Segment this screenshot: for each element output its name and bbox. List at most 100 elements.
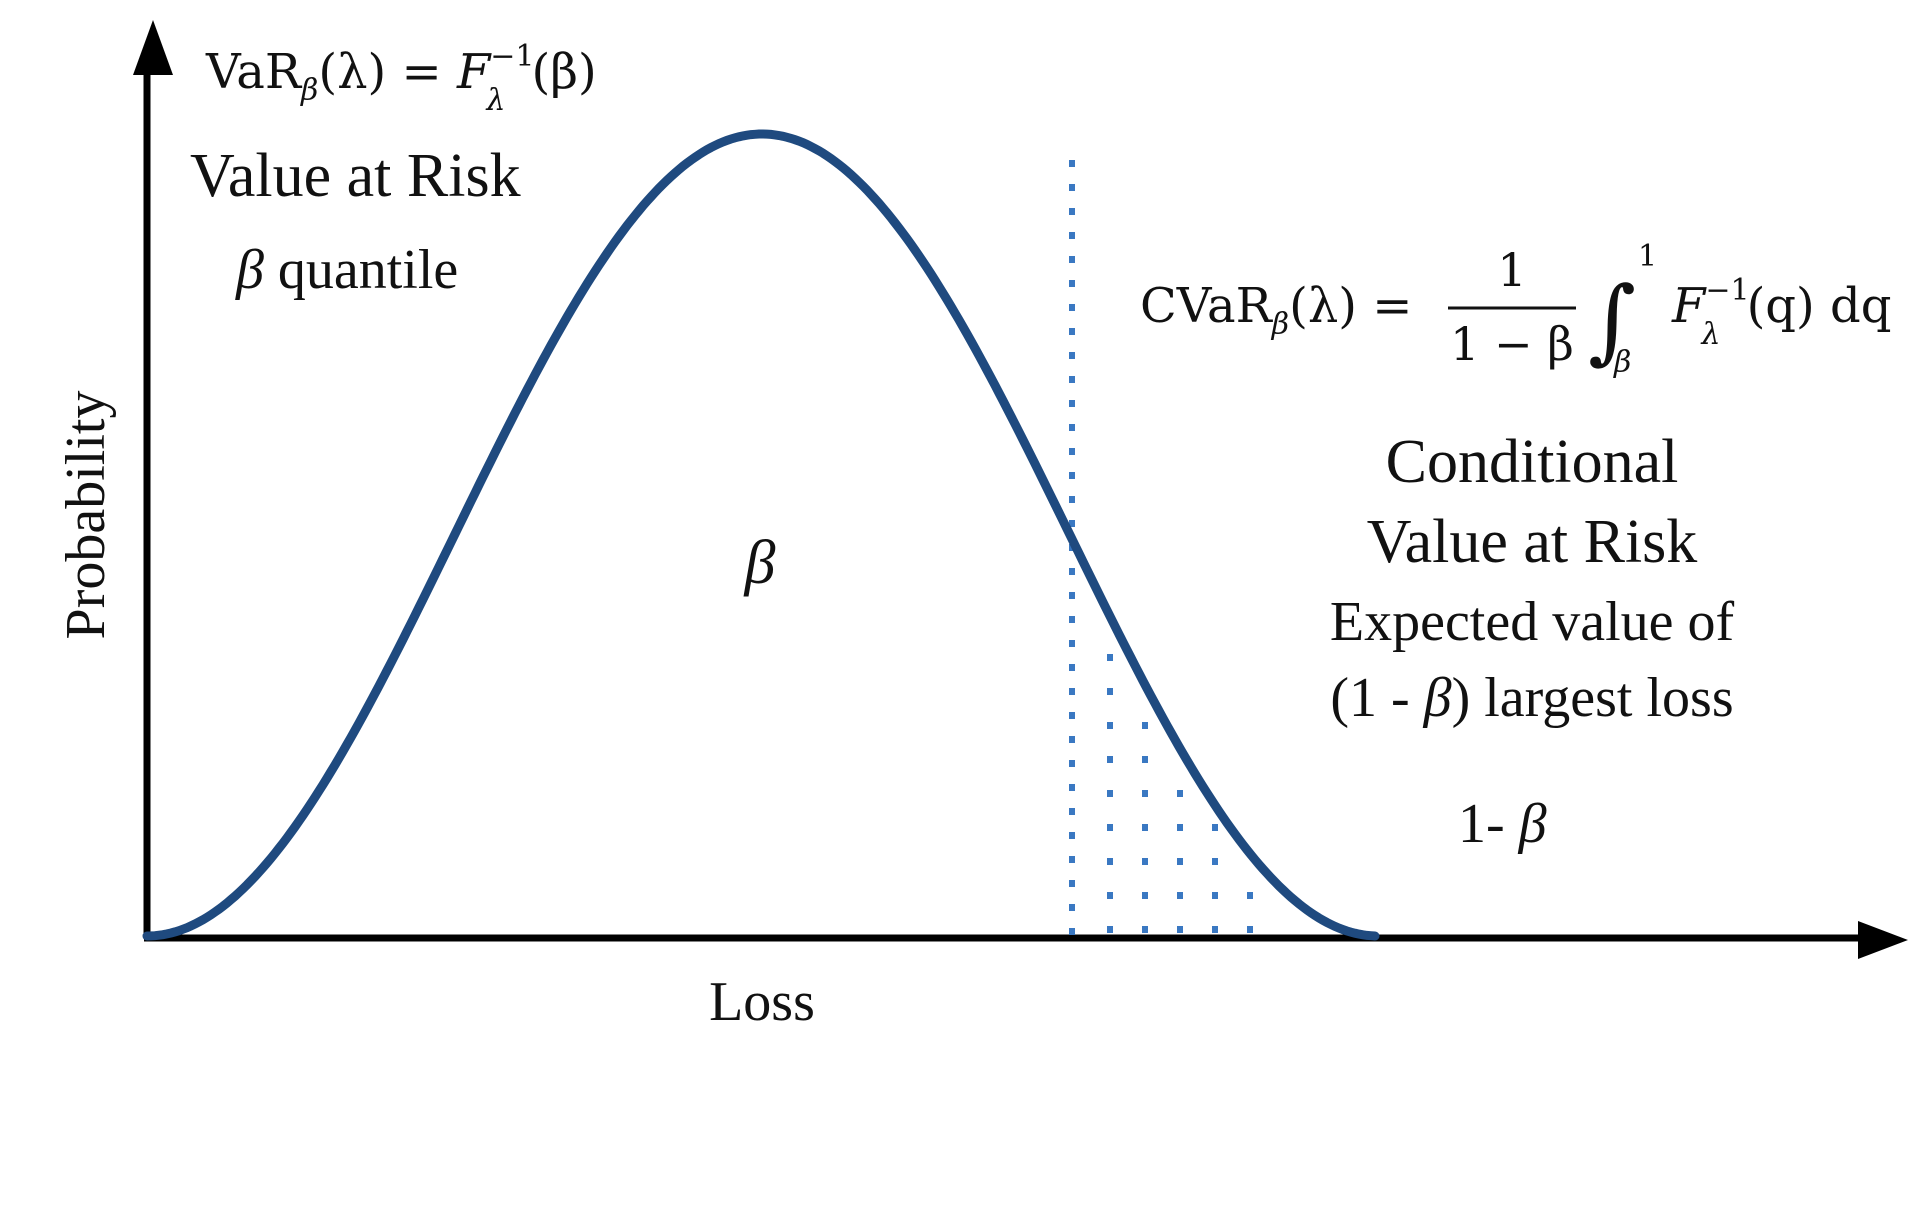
var-formula-fn-sub: λ	[486, 83, 506, 118]
loss-distribution-curve	[142, 129, 1380, 941]
cvar-desc-line2: (1 - β) largest loss	[1330, 667, 1733, 729]
tail-shading-dot	[1177, 892, 1183, 899]
cvar-formula: CVaRβ(λ) = 1 1 − β ∫ 1 β F−1 λ(q) dq	[1140, 239, 1891, 380]
var-formula: VaRβ(λ) = F−1 λ (β)	[205, 39, 597, 118]
cvar-formula-fn-sub: λ	[1701, 317, 1721, 352]
svg-text:CVaRβ(λ) =: CVaRβ(λ) =	[1140, 278, 1412, 342]
tail-dotted-line-dot	[1069, 592, 1075, 599]
tail-area-label-symbol: β	[1518, 793, 1547, 855]
tail-shading-dot	[1107, 722, 1113, 729]
tail-shading-dot	[1177, 858, 1183, 865]
tail-shading-dot	[1107, 892, 1113, 899]
y-axis-label: Probability	[55, 391, 117, 640]
tail-shading-dot	[1177, 926, 1183, 933]
tail-shading-dot	[1107, 926, 1113, 933]
var-formula-fn: F	[456, 44, 492, 100]
cvar-desc-line2-b: ) largest loss	[1452, 667, 1734, 729]
tail-dotted-line-dot	[1069, 352, 1075, 359]
tail-dotted-line-dot	[1069, 496, 1075, 503]
tail-area-label-a: 1-	[1458, 793, 1519, 855]
tail-dotted-line-dot	[1069, 208, 1075, 215]
tail-dotted-line-dot	[1069, 616, 1075, 623]
tail-shading-dot	[1212, 892, 1218, 899]
var-title: Value at Risk	[190, 142, 521, 210]
tail-dotted-line-dot	[1069, 424, 1075, 431]
y-axis-arrowhead	[133, 20, 173, 75]
var-subtitle: β quantile	[235, 239, 458, 301]
tail-shading-dot	[1212, 824, 1218, 831]
cvar-frac-den: 1 − β	[1450, 317, 1574, 371]
var-formula-sub: β	[300, 73, 318, 108]
tail-dotted-line-dot	[1069, 160, 1075, 167]
tail-dotted-line-dot	[1069, 304, 1075, 311]
tail-shading-dot	[1177, 790, 1183, 797]
tail-shading-dot	[1247, 892, 1253, 899]
var-formula-mid: (λ) =	[318, 44, 457, 100]
cvar-formula-sub: β	[1271, 307, 1289, 342]
cvar-formula-mid: (λ) =	[1289, 278, 1412, 334]
cvar-formula-tail: (q) dq	[1747, 278, 1892, 334]
tail-dotted-line-dot	[1069, 664, 1075, 671]
tail-shading-dot	[1212, 926, 1218, 933]
cvar-formula-fn: F	[1671, 278, 1707, 334]
tail-shading	[1069, 160, 1253, 935]
tail-shading-dot	[1107, 858, 1113, 865]
cvar-integral-lower: β	[1613, 345, 1631, 380]
tail-dotted-line-dot	[1069, 568, 1075, 575]
var-formula-base: VaR	[205, 44, 303, 100]
tail-dotted-line-dot	[1069, 808, 1075, 815]
tail-dotted-line-dot	[1069, 856, 1075, 863]
tail-shading-dot	[1212, 858, 1218, 865]
cvar-formula-base: CVaR	[1140, 278, 1274, 334]
var-formula-tail: (β)	[532, 44, 597, 100]
cvar-integral-upper: 1	[1638, 239, 1657, 274]
tail-dotted-line-dot	[1069, 328, 1075, 335]
tail-shading-dot	[1247, 926, 1253, 933]
cvar-integral-sign: ∫	[1588, 267, 1636, 374]
tail-dotted-line-dot	[1069, 520, 1075, 527]
x-axis-arrowhead	[1858, 921, 1908, 959]
tail-dotted-line-dot	[1069, 376, 1075, 383]
tail-dotted-line-dot	[1069, 904, 1075, 911]
svg-text:F−1λ(q) dq: F−1 λ (q) dq	[1671, 273, 1891, 352]
cvar-frac-num: 1	[1497, 243, 1526, 297]
tail-dotted-line-dot	[1069, 880, 1075, 887]
var-subtitle-text: quantile	[264, 239, 458, 301]
cvar-title-line1: Conditional	[1386, 428, 1679, 496]
tail-shading-dot	[1142, 858, 1148, 865]
tail-shading-dot	[1107, 824, 1113, 831]
body-area-label: β	[744, 529, 776, 597]
tail-dotted-line-dot	[1069, 472, 1075, 479]
tail-shading-dot	[1142, 824, 1148, 831]
tail-shading-dot	[1142, 926, 1148, 933]
tail-shading-dot	[1177, 824, 1183, 831]
axes	[133, 20, 1908, 959]
tail-dotted-line-dot	[1069, 784, 1075, 791]
tail-dotted-line-dot	[1069, 280, 1075, 287]
tail-area-label: 1- β	[1458, 793, 1547, 855]
tail-dotted-line-dot	[1069, 712, 1075, 719]
tail-dotted-line-dot	[1069, 832, 1075, 839]
tail-dotted-line-dot	[1069, 928, 1075, 935]
tail-shading-dot	[1142, 722, 1148, 729]
tail-shading-dot	[1107, 756, 1113, 763]
tail-shading-dot	[1107, 688, 1113, 695]
tail-dotted-line-dot	[1069, 736, 1075, 743]
var-formula-fn-sup: −1	[490, 39, 534, 74]
tail-dotted-line-dot	[1069, 184, 1075, 191]
tail-shading-dot	[1142, 892, 1148, 899]
tail-dotted-line-dot	[1069, 448, 1075, 455]
tail-shading-dot	[1142, 790, 1148, 797]
tail-dotted-line-dot	[1069, 256, 1075, 263]
tail-dotted-line-dot	[1069, 232, 1075, 239]
cvar-desc-line2-a: (1 -	[1330, 667, 1423, 729]
tail-dotted-line-dot	[1069, 400, 1075, 407]
tail-shading-dot	[1107, 790, 1113, 797]
cvar-desc-line1: Expected value of	[1330, 591, 1735, 653]
cvar-formula-fn-sup: −1	[1705, 273, 1749, 308]
tail-shading-dot	[1142, 756, 1148, 763]
tail-dotted-line-dot	[1069, 640, 1075, 647]
tail-dotted-line-dot	[1069, 688, 1075, 695]
x-axis-label: Loss	[709, 971, 815, 1033]
